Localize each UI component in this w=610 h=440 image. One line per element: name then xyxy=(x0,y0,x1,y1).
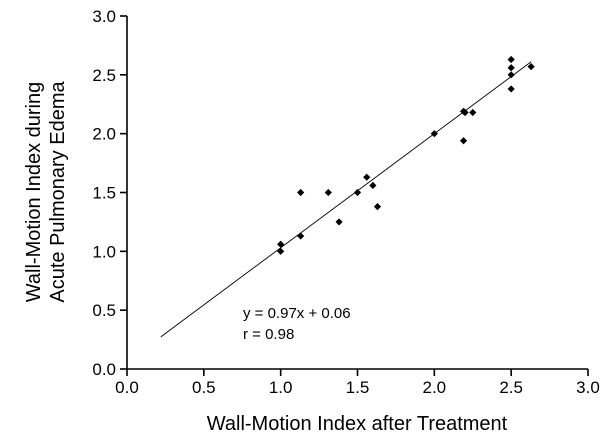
y-axis-title-line1: Wall-Motion Index during xyxy=(23,82,45,302)
data-point xyxy=(353,188,362,197)
data-point xyxy=(369,181,377,190)
x-ticks: 0.0 0.5 1.0 1.5 2.0 2.5 3.0 xyxy=(115,369,600,397)
data-point xyxy=(527,62,535,71)
y-tick-label: 0.0 xyxy=(92,360,116,379)
data-point xyxy=(363,173,371,181)
data-point xyxy=(277,247,285,255)
y-tick-label: 1.0 xyxy=(92,242,116,261)
y-tick-label: 1.5 xyxy=(92,184,116,203)
y-tick-label: 2.0 xyxy=(92,125,116,144)
equation-annotation: y = 0.97x + 0.06 xyxy=(243,305,351,322)
data-point xyxy=(430,130,438,138)
data-point xyxy=(507,64,515,72)
data-point xyxy=(297,188,305,197)
correlation-annotation: r = 0.98 xyxy=(243,326,294,343)
data-point xyxy=(324,188,332,197)
data-point xyxy=(373,203,382,211)
y-tick-label: 3.0 xyxy=(92,7,116,26)
data-point xyxy=(277,240,285,248)
x-tick-label: 2.0 xyxy=(423,378,447,397)
data-point xyxy=(297,232,305,240)
regression-line xyxy=(160,61,532,338)
data-point xyxy=(507,85,515,93)
x-axis-title: Wall-Motion Index after Treatment xyxy=(207,413,508,435)
data-point xyxy=(469,108,477,117)
y-tick-label: 2.5 xyxy=(92,66,116,85)
data-point xyxy=(507,55,515,64)
x-tick-label: 3.0 xyxy=(576,378,600,397)
y-ticks: 0.0 0.5 1.0 1.5 2.0 2.5 3.0 xyxy=(92,7,127,379)
y-tick-label: 0.5 xyxy=(92,301,116,320)
data-point xyxy=(459,137,468,145)
x-tick-label: 2.5 xyxy=(499,378,523,397)
x-tick-label: 0.5 xyxy=(192,378,216,397)
data-points xyxy=(277,55,535,255)
data-point xyxy=(461,108,469,117)
x-tick-label: 1.0 xyxy=(269,378,293,397)
x-tick-label: 1.5 xyxy=(346,378,370,397)
x-tick-label: 0.0 xyxy=(115,378,139,397)
data-point xyxy=(507,71,515,79)
data-point xyxy=(335,218,343,226)
y-axis-title-line2: Acute Pulmonary Edema xyxy=(47,81,69,303)
